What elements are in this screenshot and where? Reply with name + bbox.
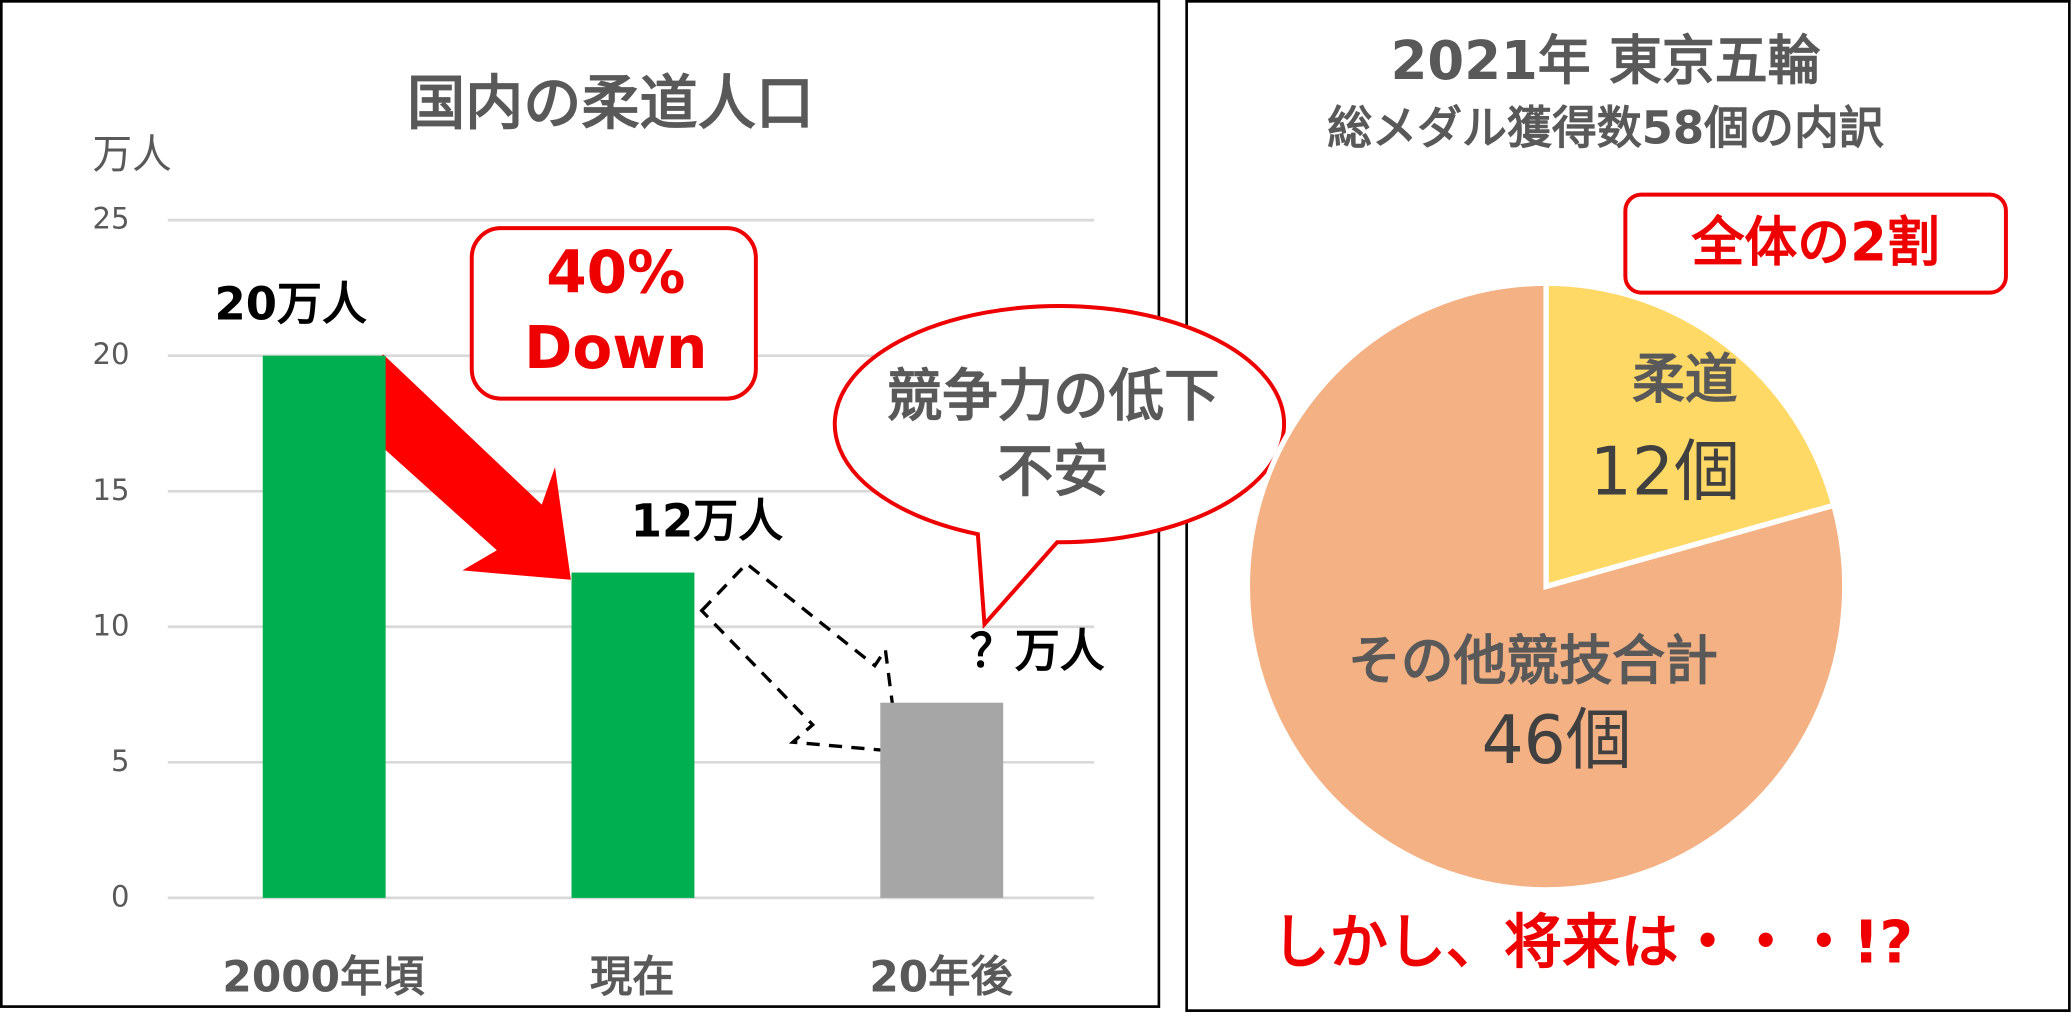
y-tick-label: 5	[111, 744, 129, 778]
value-label: 20万人	[215, 277, 368, 330]
slice-label: 柔道	[1632, 348, 1738, 410]
chart-title: 国内の柔道人口	[407, 69, 814, 138]
speech-bubble	[832, 304, 1286, 629]
pie-slice	[1543, 280, 1838, 591]
down-arrow	[333, 354, 571, 580]
annotation: 競争力の低下	[887, 364, 1220, 430]
x-tick-label: 2000年頃	[222, 952, 425, 1002]
y-tick-label: 0	[111, 879, 129, 913]
callout-box	[1623, 192, 2008, 295]
dashed-arrow	[699, 561, 901, 754]
value-label: 12個	[1590, 432, 1740, 511]
annotation: 全体の2割	[1691, 211, 1940, 273]
chart-title: 2021年 東京五輪	[1391, 30, 1821, 92]
bar	[880, 702, 1004, 898]
y-axis-label: 万人	[93, 132, 172, 178]
y-tick-label: 20	[93, 337, 130, 371]
bar	[262, 355, 386, 898]
slice-label: その他競技合計	[1348, 630, 1718, 692]
value-label: 46個	[1482, 701, 1632, 780]
y-tick-label: 10	[93, 608, 130, 642]
annotation: しかし、将来は・・・!?	[1272, 908, 1914, 977]
pie-slice	[1244, 280, 1848, 893]
value-label: ？万人	[970, 624, 1105, 677]
annotation: Down	[524, 313, 707, 382]
x-tick-label: 20年後	[869, 952, 1013, 1002]
annotation: 不安	[998, 439, 1109, 505]
x-tick-label: 現在	[590, 952, 675, 1002]
callout-box	[469, 226, 758, 401]
y-tick-label: 15	[93, 473, 130, 507]
y-tick-label: 25	[93, 201, 130, 235]
chart-title: 総メダル獲得数58個の内訳	[1327, 101, 1884, 154]
bar	[571, 572, 695, 898]
value-label: 12万人	[631, 494, 784, 547]
annotation: 40%	[546, 238, 685, 307]
